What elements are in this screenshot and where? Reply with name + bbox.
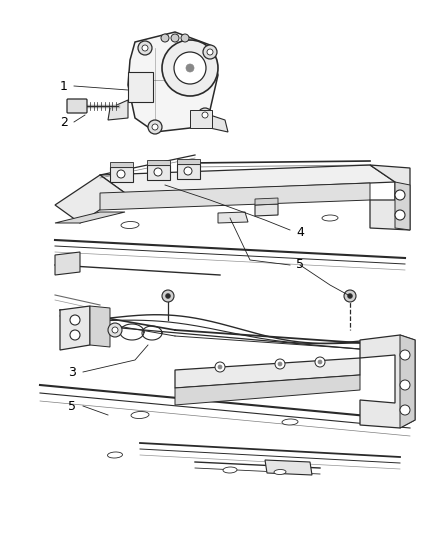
Circle shape bbox=[344, 290, 356, 302]
Circle shape bbox=[198, 108, 212, 122]
Ellipse shape bbox=[131, 411, 149, 418]
Circle shape bbox=[207, 49, 213, 55]
Circle shape bbox=[278, 362, 282, 366]
Circle shape bbox=[70, 315, 80, 325]
Text: 2: 2 bbox=[60, 116, 68, 128]
Polygon shape bbox=[175, 375, 360, 405]
Ellipse shape bbox=[322, 215, 338, 221]
Circle shape bbox=[161, 34, 169, 42]
Ellipse shape bbox=[282, 419, 298, 425]
Circle shape bbox=[117, 170, 125, 178]
Polygon shape bbox=[100, 165, 395, 193]
Circle shape bbox=[70, 330, 80, 340]
Ellipse shape bbox=[121, 222, 139, 229]
Polygon shape bbox=[265, 460, 312, 475]
Circle shape bbox=[152, 124, 158, 130]
Circle shape bbox=[347, 294, 353, 298]
Polygon shape bbox=[60, 306, 90, 350]
Circle shape bbox=[315, 357, 325, 367]
Circle shape bbox=[162, 290, 174, 302]
Ellipse shape bbox=[274, 470, 286, 474]
Circle shape bbox=[112, 327, 118, 333]
Circle shape bbox=[184, 167, 192, 175]
Ellipse shape bbox=[223, 467, 237, 473]
Circle shape bbox=[181, 34, 189, 42]
Circle shape bbox=[318, 360, 322, 364]
Polygon shape bbox=[177, 159, 200, 164]
Circle shape bbox=[400, 405, 410, 415]
Circle shape bbox=[400, 350, 410, 360]
Text: 3: 3 bbox=[68, 366, 76, 378]
Polygon shape bbox=[110, 162, 133, 167]
Text: 4: 4 bbox=[296, 225, 304, 238]
Polygon shape bbox=[177, 164, 200, 179]
Circle shape bbox=[395, 210, 405, 220]
Circle shape bbox=[154, 168, 162, 176]
Polygon shape bbox=[360, 335, 415, 428]
Polygon shape bbox=[100, 183, 370, 210]
Polygon shape bbox=[108, 100, 128, 120]
FancyBboxPatch shape bbox=[190, 110, 212, 128]
Circle shape bbox=[108, 323, 122, 337]
Circle shape bbox=[171, 34, 179, 42]
Polygon shape bbox=[110, 167, 133, 182]
Polygon shape bbox=[55, 212, 125, 223]
Polygon shape bbox=[147, 160, 170, 165]
Text: 1: 1 bbox=[60, 79, 68, 93]
Polygon shape bbox=[395, 182, 410, 230]
Polygon shape bbox=[210, 115, 228, 132]
FancyBboxPatch shape bbox=[128, 72, 153, 102]
Polygon shape bbox=[128, 32, 218, 132]
Circle shape bbox=[162, 40, 218, 96]
Circle shape bbox=[148, 120, 162, 134]
Circle shape bbox=[174, 52, 206, 84]
Circle shape bbox=[215, 362, 225, 372]
Text: 5: 5 bbox=[296, 259, 304, 271]
Polygon shape bbox=[55, 175, 125, 223]
Circle shape bbox=[142, 45, 148, 51]
Circle shape bbox=[395, 190, 405, 200]
Polygon shape bbox=[175, 358, 360, 388]
Ellipse shape bbox=[107, 452, 123, 458]
Polygon shape bbox=[400, 335, 415, 428]
Polygon shape bbox=[90, 306, 110, 347]
Polygon shape bbox=[147, 165, 170, 180]
Circle shape bbox=[138, 41, 152, 55]
FancyBboxPatch shape bbox=[67, 99, 87, 113]
Polygon shape bbox=[255, 198, 278, 205]
Circle shape bbox=[186, 64, 194, 72]
Circle shape bbox=[203, 45, 217, 59]
Polygon shape bbox=[255, 204, 278, 216]
Text: 5: 5 bbox=[68, 400, 76, 413]
Polygon shape bbox=[370, 165, 410, 230]
Polygon shape bbox=[55, 252, 80, 275]
Circle shape bbox=[275, 359, 285, 369]
Circle shape bbox=[400, 380, 410, 390]
Circle shape bbox=[166, 294, 170, 298]
Circle shape bbox=[218, 365, 222, 369]
Circle shape bbox=[202, 112, 208, 118]
Polygon shape bbox=[218, 212, 248, 223]
